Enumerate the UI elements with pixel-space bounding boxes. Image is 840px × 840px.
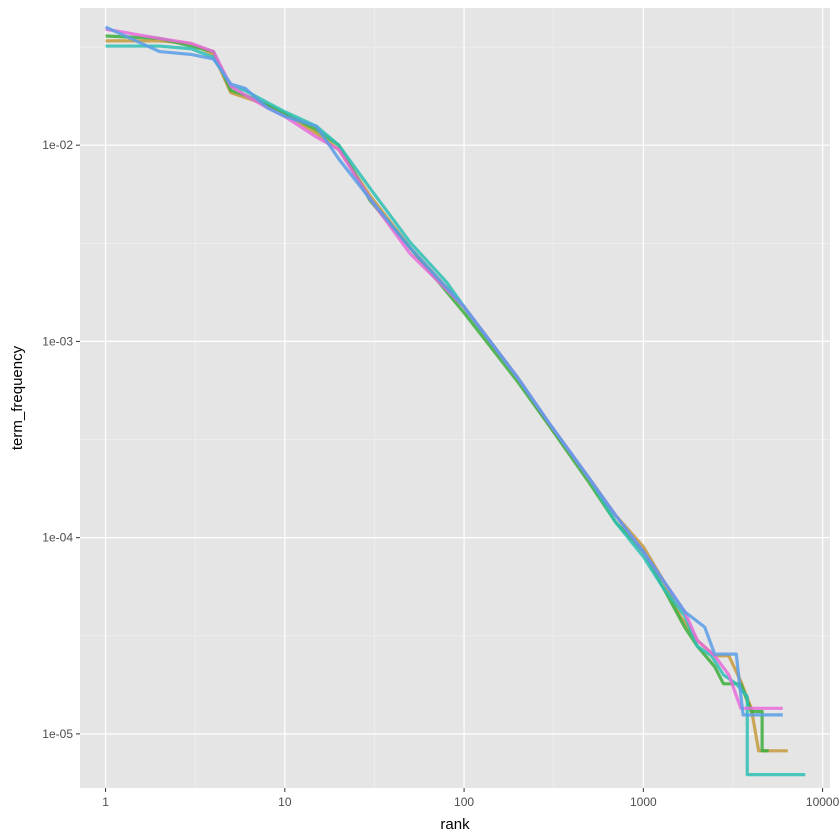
y-axis-ticks: 1e-05 1e-04 1e-03 1e-02 [42, 138, 80, 741]
major-gridlines [80, 8, 830, 788]
x-tick-label-2: 100 [454, 795, 474, 809]
y-tick-label-0: 1e-05 [42, 727, 73, 741]
y-tick-label-1: 1e-04 [42, 531, 73, 545]
x-tick-label-4: 10000 [806, 795, 840, 809]
x-tick-label-1: 10 [278, 795, 292, 809]
x-tick-label-0: 1 [102, 795, 109, 809]
x-tick-label-3: 1000 [630, 795, 657, 809]
panel-background [80, 8, 830, 788]
y-tick-label-2: 1e-03 [42, 334, 73, 348]
series-layer [104, 25, 806, 777]
series-line-4 [104, 25, 783, 717]
y-tick-label-3: 1e-02 [42, 138, 73, 152]
y-axis-title: term_frequency [9, 345, 26, 450]
x-axis-title: rank [440, 816, 470, 833]
x-axis-ticks: 1 10 100 1000 10000 [102, 788, 840, 809]
